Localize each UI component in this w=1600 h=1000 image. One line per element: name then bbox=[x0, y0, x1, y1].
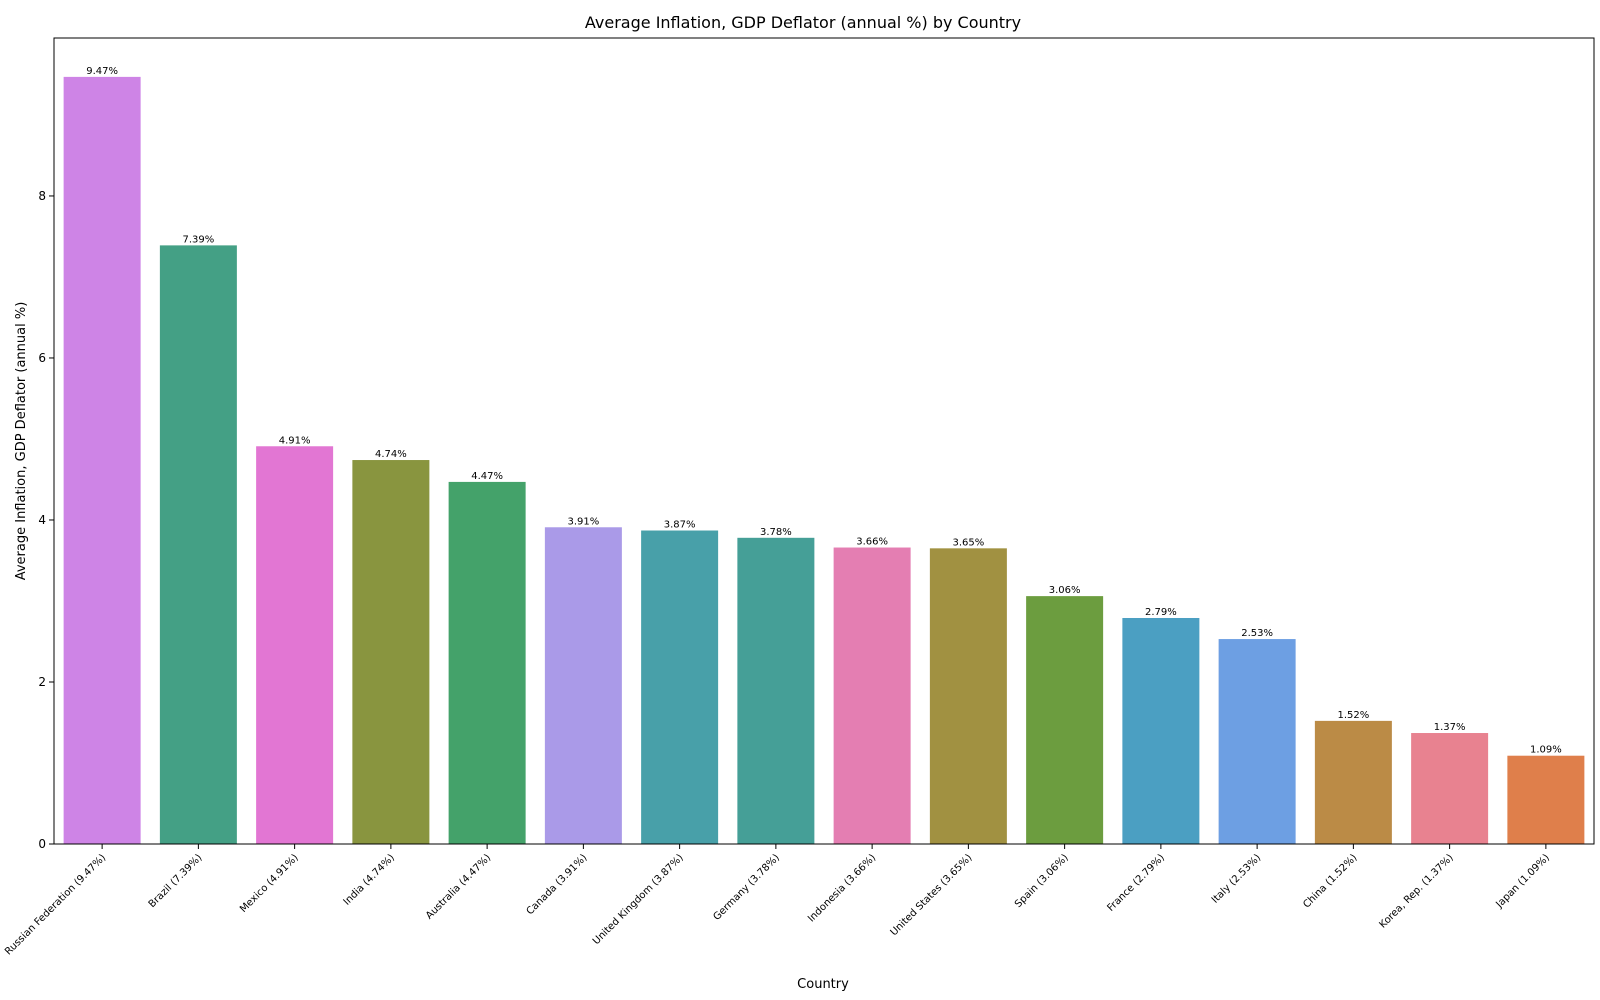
data-label: 3.06% bbox=[1049, 585, 1081, 596]
plot-frame bbox=[53, 37, 1595, 845]
data-label: 2.53% bbox=[1241, 628, 1273, 639]
bar bbox=[544, 527, 622, 844]
bar bbox=[1314, 720, 1392, 844]
x-tick-label: Spain (3.06%) bbox=[1013, 852, 1071, 910]
x-tick-label: China (1.52%) bbox=[1301, 852, 1359, 910]
x-tick-label: Korea, Rep. (1.37%) bbox=[1378, 852, 1456, 930]
x-tick-label: Japan (1.09%) bbox=[1494, 852, 1553, 911]
y-tick-label: 4 bbox=[38, 513, 46, 527]
x-axis-label: Country bbox=[797, 977, 849, 992]
data-label: 3.65% bbox=[952, 537, 984, 548]
bars-group bbox=[63, 76, 1585, 844]
data-label: 4.74% bbox=[375, 449, 407, 460]
x-axis: Russian Federation (9.47%) Brazil (7.39%)… bbox=[3, 844, 1552, 957]
bar bbox=[1026, 596, 1104, 844]
bar bbox=[929, 548, 1007, 844]
data-label: 3.66% bbox=[856, 537, 888, 548]
data-label: 4.91% bbox=[279, 435, 311, 446]
x-tick-label: France (2.79%) bbox=[1105, 852, 1167, 914]
bar bbox=[352, 460, 430, 844]
data-label: 4.47% bbox=[471, 471, 503, 482]
x-tick-label: Australia (4.47%) bbox=[424, 852, 493, 921]
y-tick-label: 6 bbox=[38, 351, 46, 365]
x-tick-label: United Kingdom (3.87%) bbox=[591, 852, 686, 947]
bar bbox=[737, 537, 815, 844]
data-label: 1.37% bbox=[1434, 722, 1466, 733]
bar bbox=[1218, 639, 1296, 844]
data-label: 1.09% bbox=[1530, 745, 1562, 756]
y-tick-label: 2 bbox=[38, 675, 46, 689]
x-tick-label: Russian Federation (9.47%) bbox=[3, 852, 108, 957]
x-tick-label: Italy (2.53%) bbox=[1210, 852, 1263, 905]
data-label: 9.47% bbox=[86, 66, 118, 77]
y-axis-label: Average Inflation, GDP Deflator (annual … bbox=[14, 302, 29, 581]
data-label: 3.91% bbox=[567, 516, 599, 527]
x-tick-label: Canada (3.91%) bbox=[525, 852, 590, 917]
bar bbox=[63, 76, 141, 844]
bar bbox=[1507, 755, 1585, 844]
data-label: 3.87% bbox=[664, 520, 696, 531]
bar bbox=[256, 446, 334, 844]
x-tick-label: Brazil (7.39%) bbox=[147, 852, 205, 910]
bar bbox=[641, 530, 719, 844]
bar bbox=[1122, 617, 1200, 844]
x-tick-label: Indonesia (3.66%) bbox=[806, 852, 878, 924]
chart-title: Average Inflation, GDP Deflator (annual … bbox=[585, 13, 1021, 32]
y-axis: 0 2 4 6 8 bbox=[38, 189, 54, 851]
y-tick-label: 8 bbox=[38, 189, 46, 203]
data-label: 3.78% bbox=[760, 527, 792, 538]
data-label: 7.39% bbox=[182, 234, 214, 245]
bar bbox=[159, 245, 237, 844]
x-tick-label: Germany (3.78%) bbox=[711, 852, 782, 923]
x-tick-label: Mexico (4.91%) bbox=[238, 852, 301, 915]
bar bbox=[1411, 733, 1489, 844]
data-labels-group: 9.47% 7.39% 4.91% 4.74% 4.47% 3.91% 3.87% 3.78%… bbox=[86, 66, 1562, 756]
y-tick-label: 0 bbox=[38, 837, 46, 851]
x-tick-label: India (4.74%) bbox=[342, 852, 397, 907]
data-label: 2.79% bbox=[1145, 607, 1177, 618]
x-tick-label: United States (3.65%) bbox=[889, 852, 975, 938]
bar bbox=[833, 547, 911, 844]
data-label: 1.52% bbox=[1337, 710, 1369, 721]
bar bbox=[448, 481, 526, 844]
